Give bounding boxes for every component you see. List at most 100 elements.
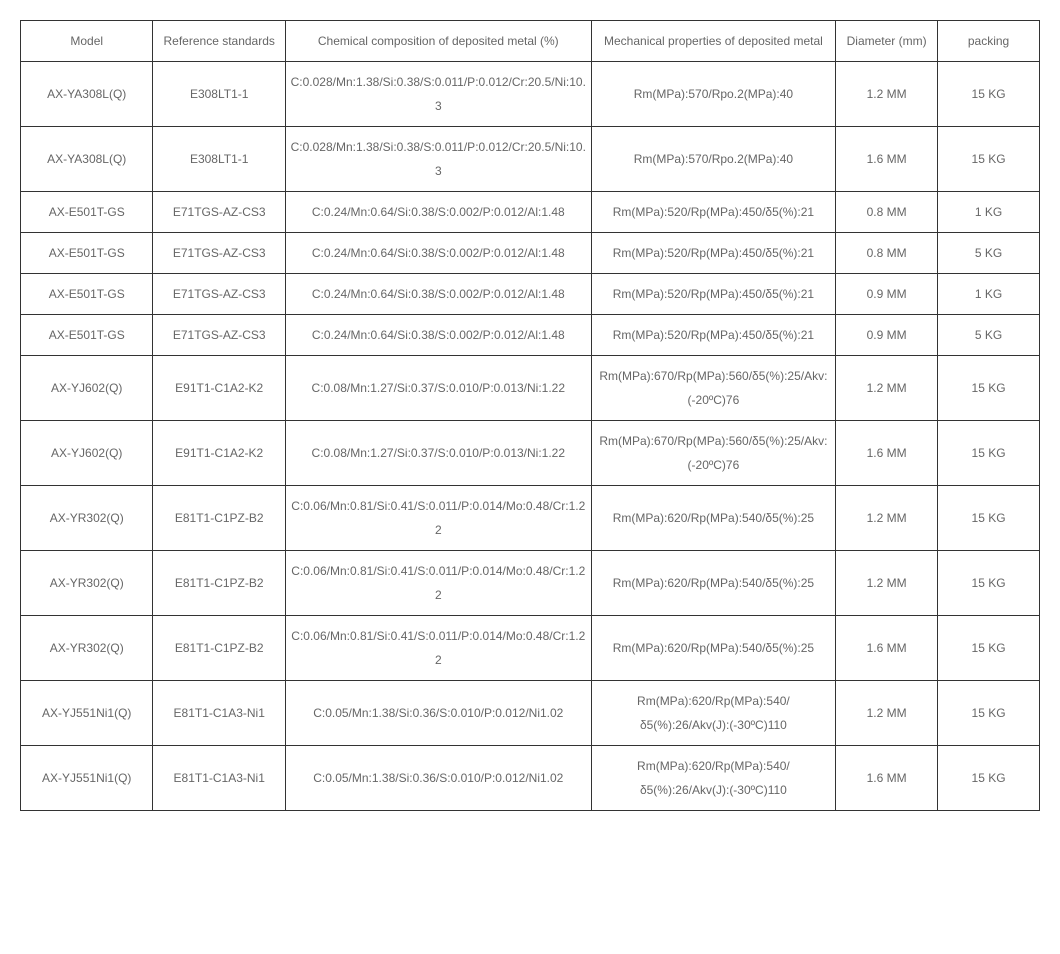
cell-chem: C:0.24/Mn:0.64/Si:0.38/S:0.002/P:0.012/A… bbox=[285, 192, 591, 233]
cell-model: AX-YJ551Ni1(Q) bbox=[21, 746, 153, 811]
table-body: AX-YA308L(Q)E308LT1-1C:0.028/Mn:1.38/Si:… bbox=[21, 62, 1040, 811]
cell-chem: C:0.05/Mn:1.38/Si:0.36/S:0.010/P:0.012/N… bbox=[285, 681, 591, 746]
col-header-diameter: Diameter (mm) bbox=[836, 21, 938, 62]
cell-diameter: 1.6 MM bbox=[836, 746, 938, 811]
cell-mech: Rm(MPa):670/Rp(MPa):560/δ5(%):25/Akv:(-2… bbox=[591, 421, 836, 486]
table-row: AX-YR302(Q)E81T1-C1PZ-B2C:0.06/Mn:0.81/S… bbox=[21, 616, 1040, 681]
table-row: AX-E501T-GSE71TGS-AZ-CS3C:0.24/Mn:0.64/S… bbox=[21, 233, 1040, 274]
table-row: AX-YA308L(Q)E308LT1-1C:0.028/Mn:1.38/Si:… bbox=[21, 127, 1040, 192]
cell-packing: 15 KG bbox=[938, 616, 1040, 681]
cell-ref: E81T1-C1PZ-B2 bbox=[153, 551, 285, 616]
cell-model: AX-YR302(Q) bbox=[21, 551, 153, 616]
cell-packing: 15 KG bbox=[938, 551, 1040, 616]
table-header: Model Reference standards Chemical compo… bbox=[21, 21, 1040, 62]
cell-ref: E71TGS-AZ-CS3 bbox=[153, 192, 285, 233]
cell-mech: Rm(MPa):570/Rpo.2(MPa):40 bbox=[591, 127, 836, 192]
table-row: AX-YA308L(Q)E308LT1-1C:0.028/Mn:1.38/Si:… bbox=[21, 62, 1040, 127]
cell-packing: 15 KG bbox=[938, 421, 1040, 486]
cell-model: AX-YJ602(Q) bbox=[21, 356, 153, 421]
cell-ref: E81T1-C1PZ-B2 bbox=[153, 616, 285, 681]
cell-chem: C:0.06/Mn:0.81/Si:0.41/S:0.011/P:0.014/M… bbox=[285, 486, 591, 551]
col-header-model: Model bbox=[21, 21, 153, 62]
cell-mech: Rm(MPa):620/Rp(MPa):540/δ5(%):25 bbox=[591, 616, 836, 681]
cell-diameter: 1.2 MM bbox=[836, 486, 938, 551]
cell-model: AX-YR302(Q) bbox=[21, 486, 153, 551]
cell-diameter: 1.6 MM bbox=[836, 421, 938, 486]
cell-chem: C:0.06/Mn:0.81/Si:0.41/S:0.011/P:0.014/M… bbox=[285, 551, 591, 616]
cell-chem: C:0.028/Mn:1.38/Si:0.38/S:0.011/P:0.012/… bbox=[285, 127, 591, 192]
cell-diameter: 0.8 MM bbox=[836, 192, 938, 233]
cell-model: AX-YJ551Ni1(Q) bbox=[21, 681, 153, 746]
cell-chem: C:0.24/Mn:0.64/Si:0.38/S:0.002/P:0.012/A… bbox=[285, 315, 591, 356]
cell-mech: Rm(MPa):520/Rp(MPa):450/δ5(%):21 bbox=[591, 192, 836, 233]
cell-mech: Rm(MPa):520/Rp(MPa):450/δ5(%):21 bbox=[591, 315, 836, 356]
cell-packing: 15 KG bbox=[938, 746, 1040, 811]
cell-model: AX-YJ602(Q) bbox=[21, 421, 153, 486]
cell-diameter: 1.2 MM bbox=[836, 551, 938, 616]
table-row: AX-YJ551Ni1(Q)E81T1-C1A3-Ni1C:0.05/Mn:1.… bbox=[21, 746, 1040, 811]
cell-diameter: 0.9 MM bbox=[836, 315, 938, 356]
cell-diameter: 1.2 MM bbox=[836, 681, 938, 746]
cell-chem: C:0.05/Mn:1.38/Si:0.36/S:0.010/P:0.012/N… bbox=[285, 746, 591, 811]
cell-packing: 15 KG bbox=[938, 62, 1040, 127]
col-header-mech: Mechanical properties of deposited metal bbox=[591, 21, 836, 62]
cell-ref: E91T1-C1A2-K2 bbox=[153, 356, 285, 421]
cell-ref: E308LT1-1 bbox=[153, 127, 285, 192]
cell-ref: E308LT1-1 bbox=[153, 62, 285, 127]
cell-model: AX-YA308L(Q) bbox=[21, 62, 153, 127]
cell-packing: 15 KG bbox=[938, 486, 1040, 551]
cell-packing: 1 KG bbox=[938, 274, 1040, 315]
cell-model: AX-E501T-GS bbox=[21, 274, 153, 315]
cell-mech: Rm(MPa):670/Rp(MPa):560/δ5(%):25/Akv:(-2… bbox=[591, 356, 836, 421]
cell-mech: Rm(MPa):620/Rp(MPa):540/δ5(%):25 bbox=[591, 551, 836, 616]
cell-packing: 15 KG bbox=[938, 681, 1040, 746]
cell-ref: E81T1-C1PZ-B2 bbox=[153, 486, 285, 551]
cell-diameter: 0.9 MM bbox=[836, 274, 938, 315]
col-header-ref: Reference standards bbox=[153, 21, 285, 62]
cell-packing: 15 KG bbox=[938, 356, 1040, 421]
cell-chem: C:0.08/Mn:1.27/Si:0.37/S:0.010/P:0.013/N… bbox=[285, 356, 591, 421]
table-row: AX-E501T-GSE71TGS-AZ-CS3C:0.24/Mn:0.64/S… bbox=[21, 274, 1040, 315]
table-row: AX-YR302(Q)E81T1-C1PZ-B2C:0.06/Mn:0.81/S… bbox=[21, 486, 1040, 551]
cell-diameter: 1.6 MM bbox=[836, 127, 938, 192]
table-row: AX-E501T-GSE71TGS-AZ-CS3C:0.24/Mn:0.64/S… bbox=[21, 315, 1040, 356]
cell-packing: 1 KG bbox=[938, 192, 1040, 233]
cell-model: AX-E501T-GS bbox=[21, 192, 153, 233]
cell-ref: E71TGS-AZ-CS3 bbox=[153, 233, 285, 274]
col-header-chem: Chemical composition of deposited metal … bbox=[285, 21, 591, 62]
col-header-packing: packing bbox=[938, 21, 1040, 62]
cell-diameter: 1.2 MM bbox=[836, 356, 938, 421]
cell-chem: C:0.028/Mn:1.38/Si:0.38/S:0.011/P:0.012/… bbox=[285, 62, 591, 127]
spec-table: Model Reference standards Chemical compo… bbox=[20, 20, 1040, 811]
cell-mech: Rm(MPa):570/Rpo.2(MPa):40 bbox=[591, 62, 836, 127]
cell-chem: C:0.06/Mn:0.81/Si:0.41/S:0.011/P:0.014/M… bbox=[285, 616, 591, 681]
cell-mech: Rm(MPa):620/Rp(MPa):540/δ5(%):26/Akv(J):… bbox=[591, 746, 836, 811]
cell-ref: E71TGS-AZ-CS3 bbox=[153, 274, 285, 315]
cell-ref: E81T1-C1A3-Ni1 bbox=[153, 681, 285, 746]
cell-ref: E71TGS-AZ-CS3 bbox=[153, 315, 285, 356]
cell-chem: C:0.24/Mn:0.64/Si:0.38/S:0.002/P:0.012/A… bbox=[285, 233, 591, 274]
cell-model: AX-E501T-GS bbox=[21, 315, 153, 356]
table-row: AX-YR302(Q)E81T1-C1PZ-B2C:0.06/Mn:0.81/S… bbox=[21, 551, 1040, 616]
cell-chem: C:0.08/Mn:1.27/Si:0.37/S:0.010/P:0.013/N… bbox=[285, 421, 591, 486]
cell-mech: Rm(MPa):620/Rp(MPa):540/δ5(%):26/Akv(J):… bbox=[591, 681, 836, 746]
cell-ref: E81T1-C1A3-Ni1 bbox=[153, 746, 285, 811]
cell-model: AX-E501T-GS bbox=[21, 233, 153, 274]
cell-mech: Rm(MPa):520/Rp(MPa):450/δ5(%):21 bbox=[591, 233, 836, 274]
cell-diameter: 1.2 MM bbox=[836, 62, 938, 127]
cell-chem: C:0.24/Mn:0.64/Si:0.38/S:0.002/P:0.012/A… bbox=[285, 274, 591, 315]
cell-ref: E91T1-C1A2-K2 bbox=[153, 421, 285, 486]
cell-model: AX-YR302(Q) bbox=[21, 616, 153, 681]
cell-model: AX-YA308L(Q) bbox=[21, 127, 153, 192]
table-row: AX-YJ602(Q)E91T1-C1A2-K2C:0.08/Mn:1.27/S… bbox=[21, 356, 1040, 421]
cell-mech: Rm(MPa):520/Rp(MPa):450/δ5(%):21 bbox=[591, 274, 836, 315]
table-row: AX-YJ551Ni1(Q)E81T1-C1A3-Ni1C:0.05/Mn:1.… bbox=[21, 681, 1040, 746]
cell-packing: 5 KG bbox=[938, 233, 1040, 274]
cell-diameter: 0.8 MM bbox=[836, 233, 938, 274]
cell-packing: 15 KG bbox=[938, 127, 1040, 192]
table-row: AX-YJ602(Q)E91T1-C1A2-K2C:0.08/Mn:1.27/S… bbox=[21, 421, 1040, 486]
cell-diameter: 1.6 MM bbox=[836, 616, 938, 681]
cell-mech: Rm(MPa):620/Rp(MPa):540/δ5(%):25 bbox=[591, 486, 836, 551]
cell-packing: 5 KG bbox=[938, 315, 1040, 356]
table-row: AX-E501T-GSE71TGS-AZ-CS3C:0.24/Mn:0.64/S… bbox=[21, 192, 1040, 233]
